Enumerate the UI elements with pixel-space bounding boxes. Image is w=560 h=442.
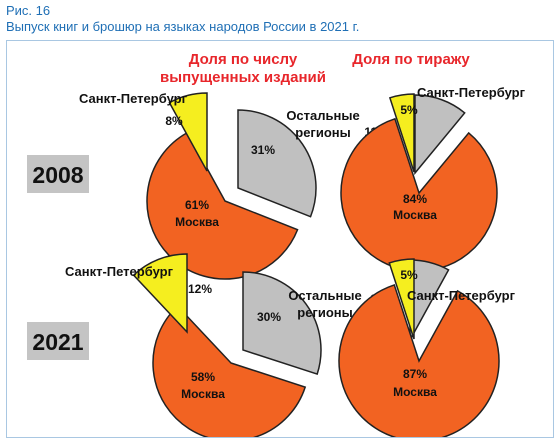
header-right: Доля по тиражу: [352, 51, 470, 68]
pie-2008-count-label-other: 31%: [251, 143, 275, 157]
header-left-line1: Доля по числу: [189, 51, 298, 68]
year-box-bg: [27, 322, 89, 360]
pie-2008-print-label-moscow: 84%: [403, 192, 427, 206]
annotation-spb-2: Санкт-Петербург: [417, 85, 526, 100]
moscow-label-3: Москва: [181, 387, 225, 401]
year-2008-box: 2008: [27, 155, 89, 193]
year-2021-box: 2021: [27, 322, 89, 360]
annotation-other-1b: регионы: [295, 125, 350, 140]
moscow-label-1: Москва: [175, 215, 219, 229]
annotation-spb-4: Санкт-Петербург: [407, 288, 516, 303]
pie-2021-count-label-spb: 12%: [188, 282, 212, 296]
pie-2021-print-label-moscow: 87%: [403, 367, 427, 381]
pie-2021-print-label-spb: 5%: [400, 268, 418, 282]
chart-panel: Доля по числу выпущенных изданий Доля по…: [6, 40, 554, 442]
pie-2021-count-slice-spb: [132, 253, 188, 334]
figure-title: Выпуск книг и брошюр на языках народов Р…: [6, 19, 360, 34]
figure-label: Рис. 16: [6, 3, 51, 18]
annotation-other-2a: Остальные: [288, 288, 361, 303]
annotation-spb-3: Санкт-Петербург: [65, 264, 174, 279]
pie-2021-count-slice-moscow: [152, 305, 307, 442]
pie-2008-print-slice-other: [414, 94, 466, 176]
moscow-label-2: Москва: [393, 208, 437, 222]
pie-2008-print-slice-spb: [388, 93, 415, 173]
annotation-other-1a: Остальные: [286, 108, 359, 123]
year-2021-label: 2021: [32, 329, 83, 355]
pie-2021-count-label-moscow: 58%: [191, 370, 215, 384]
pie-2021-print-slice-spb: [388, 258, 415, 340]
pie-2008-count-slice-spb: [168, 92, 208, 172]
annotation-spb-1: Санкт-Петербург: [79, 91, 188, 106]
pie-2008-print-label-spb: 5%: [400, 103, 418, 117]
pie-2021-count-label-other: 30%: [257, 310, 281, 324]
annotation-other-2b: регионы: [297, 305, 352, 320]
year-2008-label: 2008: [32, 162, 83, 188]
pie-2008-count-label-spb: 8%: [165, 114, 183, 128]
pie-2021-count-slice-other: [242, 271, 322, 376]
moscow-label-4: Москва: [393, 385, 437, 399]
year-box-bg: [27, 155, 89, 193]
pie-2008-count-label-moscow: 61%: [185, 198, 209, 212]
pie-charts: Доля по числу выпущенных изданий Доля по…: [27, 51, 526, 442]
header-left-line2: выпущенных изданий: [160, 69, 326, 86]
pie-2008-count-slice-other: [237, 109, 317, 218]
